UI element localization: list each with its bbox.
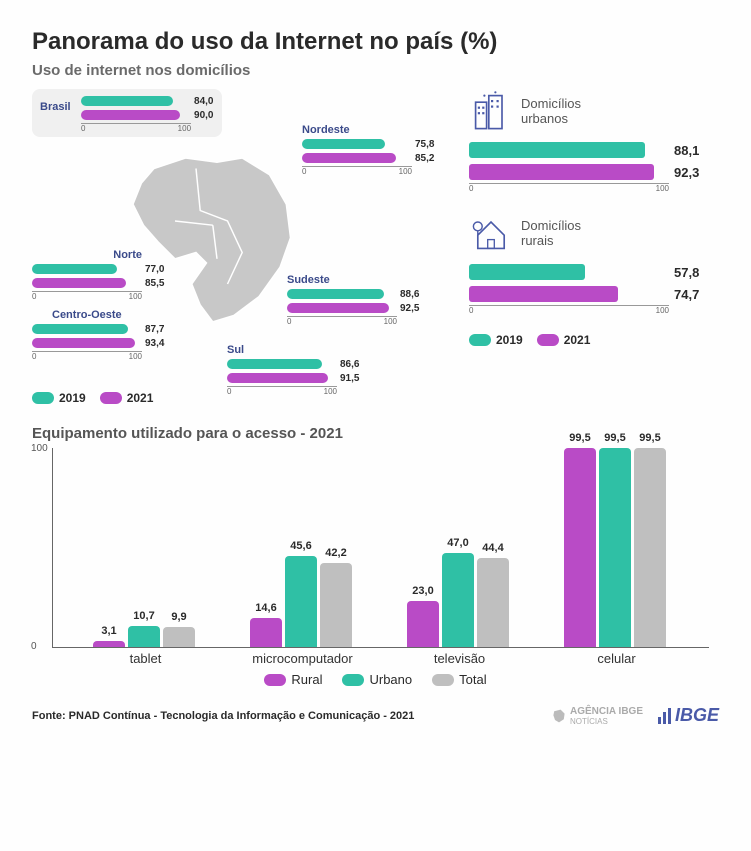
brasil-block: Brasil 84,0 90,0 0100	[32, 89, 222, 137]
equipment-chart: 0 100 3,110,79,9tablet14,645,642,2microc…	[52, 448, 709, 648]
buildings-icon	[469, 89, 513, 133]
equipment-legend: Rural Urbano Total	[32, 672, 719, 687]
bar-value-label: 99,5	[639, 432, 660, 444]
source-text: Fonte: PNAD Contínua - Tecnologia da Inf…	[32, 710, 414, 722]
bar-value-label: 23,0	[412, 585, 433, 597]
bar-value-label: 10,7	[133, 610, 154, 622]
agencia-ibge-logo: AGÊNCIA IBGENOTÍCIAS	[551, 706, 643, 726]
sudeste-label: Sudeste	[287, 274, 437, 286]
bar-microcomputador-total: 42,2	[320, 563, 352, 647]
bar-televisão-urbano: 47,0	[442, 553, 474, 647]
sul-bar-2019	[227, 359, 322, 369]
bar-microcomputador-urbano: 45,6	[285, 556, 317, 647]
bar-microcomputador-rural: 14,6	[250, 618, 282, 647]
sudeste-block: Sudeste 88,6 92,5 0100	[287, 274, 437, 326]
brasil-val-2019: 84,0	[194, 96, 213, 107]
bar-televisão-rural: 23,0	[407, 601, 439, 647]
sul-block: Sul 86,6 91,5 0100	[227, 344, 377, 396]
rural-block: Domicílios rurais 57,8 74,7 0100	[469, 211, 719, 315]
sudeste-bar-2019	[287, 289, 384, 299]
norte-label: Norte	[32, 249, 182, 261]
norte-block: Norte 77,0 85,5 0100	[32, 249, 182, 301]
nordeste-label: Nordeste	[302, 124, 452, 136]
ibge-logo: IBGE	[657, 705, 719, 726]
urban-bar-2021	[469, 164, 654, 180]
x-category-label: tablet	[130, 651, 162, 666]
sudeste-bar-2021	[287, 303, 389, 313]
bar-celular-urbano: 99,5	[599, 448, 631, 647]
mini-axis: 0100	[81, 123, 191, 133]
brasil-bar-2019	[81, 96, 173, 106]
brasil-label: Brasil	[40, 101, 71, 113]
urban-label: Domicílios urbanos	[521, 96, 581, 126]
house-icon	[469, 211, 513, 255]
x-category-label: microcomputador	[252, 651, 352, 666]
norte-bar-2021	[32, 278, 126, 288]
brasil-val-2021: 90,0	[194, 110, 213, 121]
nordeste-bar-2021	[302, 153, 396, 163]
bar-celular-total: 99,5	[634, 448, 666, 647]
x-category-label: televisão	[434, 651, 485, 666]
bar-group-tablet: 3,110,79,9	[93, 626, 195, 647]
sul-label: Sul	[227, 344, 377, 356]
year-legend-right: 2019 2021	[469, 333, 719, 347]
bar-televisão-total: 44,4	[477, 558, 509, 647]
sul-bar-2021	[227, 373, 328, 383]
subtitle-households: Uso de internet nos domicílios	[32, 62, 719, 79]
main-title: Panorama do uso da Internet no país (%)	[32, 28, 719, 56]
bar-tablet-urbano: 10,7	[128, 626, 160, 647]
bar-value-label: 47,0	[447, 537, 468, 549]
bar-value-label: 42,2	[325, 547, 346, 559]
bar-value-label: 44,4	[482, 542, 503, 554]
bar-tablet-total: 9,9	[163, 627, 195, 647]
nordeste-bar-2019	[302, 139, 385, 149]
bar-value-label: 3,1	[101, 625, 116, 637]
bar-value-label: 99,5	[569, 432, 590, 444]
bar-value-label: 99,5	[604, 432, 625, 444]
centro-oeste-block: Centro-Oeste 87,7 93,4 0100	[32, 309, 182, 361]
bar-value-label: 14,6	[255, 602, 276, 614]
year-legend-left: 2019 2021	[32, 391, 153, 405]
bars-icon	[657, 707, 673, 725]
bar-celular-rural: 99,5	[564, 448, 596, 647]
bar-tablet-rural: 3,1	[93, 641, 125, 647]
rural-label: Domicílios rurais	[521, 218, 581, 248]
bar-value-label: 9,9	[171, 611, 186, 623]
logos: AGÊNCIA IBGENOTÍCIAS IBGE	[551, 705, 719, 726]
centro-oeste-bar-2021	[32, 338, 135, 348]
rural-bar-2021	[469, 286, 618, 302]
x-category-label: celular	[597, 651, 635, 666]
centro-oeste-bar-2019	[32, 324, 128, 334]
bar-group-microcomputador: 14,645,642,2	[250, 556, 352, 647]
urban-block: Domicílios urbanos 88,1 92,3 0100	[469, 89, 719, 193]
bar-group-celular: 99,599,599,5	[564, 448, 666, 647]
urban-rural-col: Domicílios urbanos 88,1 92,3 0100 Domicí…	[469, 89, 719, 347]
brazil-icon	[551, 708, 567, 724]
urban-bar-2019	[469, 142, 645, 158]
bar-group-televisão: 23,047,044,4	[407, 553, 509, 647]
norte-bar-2019	[32, 264, 117, 274]
rural-bar-2019	[469, 264, 585, 280]
brasil-bar-2021	[81, 110, 180, 120]
bar-value-label: 45,6	[290, 540, 311, 552]
nordeste-block: Nordeste 75,8 85,2 0100	[302, 124, 452, 176]
centro-oeste-label: Centro-Oeste	[52, 309, 182, 321]
